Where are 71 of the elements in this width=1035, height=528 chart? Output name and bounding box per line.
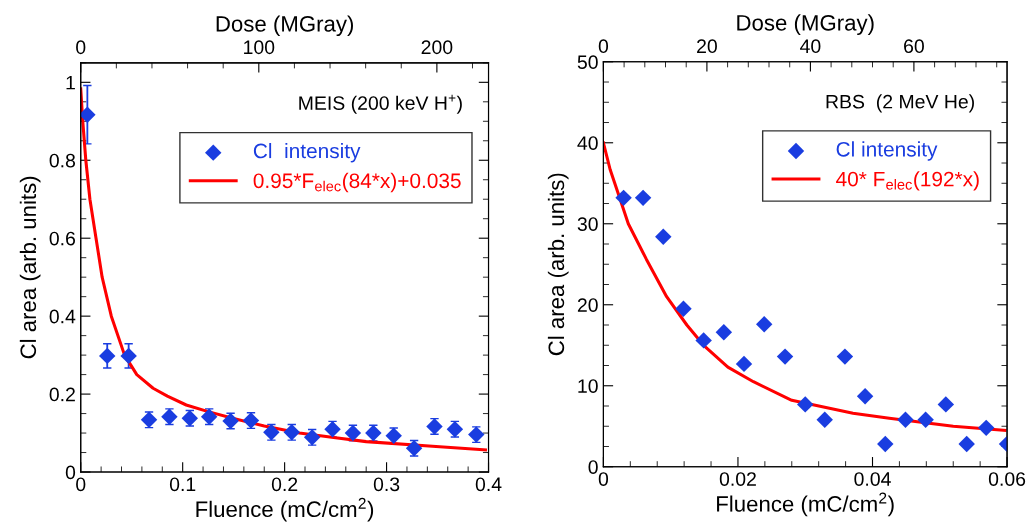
point — [140, 411, 158, 429]
point — [735, 355, 753, 373]
y-axis-title: Cl area (arb. units) — [547, 173, 569, 356]
x2-tick-label: 100 — [244, 40, 275, 55]
x-tick-label: 0.3 — [373, 477, 400, 492]
x2-tick-label: 60 — [904, 39, 924, 54]
point — [446, 420, 464, 438]
y-tick-label: 1 — [66, 75, 75, 90]
x2-tick-label: 20 — [697, 39, 717, 54]
point — [797, 396, 814, 413]
x2-axis-title: Dose (MGray) — [216, 15, 354, 37]
point — [695, 332, 712, 349]
y-tick-label: 0.8 — [49, 153, 76, 168]
x-tick-label: 0 — [598, 472, 609, 486]
x-axis-title: Fluence (mC/cm$^{2}$) — [717, 492, 894, 517]
point — [897, 411, 914, 428]
point — [615, 189, 632, 207]
y-tick-label: 20 — [577, 298, 598, 312]
y-tick-label: 0.2 — [49, 387, 75, 402]
x-tick-label: 0.2 — [271, 477, 298, 492]
y-tick-label: 0.4 — [49, 309, 76, 324]
point — [856, 388, 874, 405]
x-tick-label: 0.1 — [169, 477, 196, 492]
point — [917, 411, 934, 428]
x2-tick-label: 200 — [421, 40, 453, 55]
point — [715, 324, 733, 341]
point — [755, 315, 773, 333]
point — [80, 106, 96, 123]
x-tick-label: 0.02 — [719, 472, 756, 486]
point — [816, 411, 833, 428]
point — [877, 435, 894, 453]
legend-title: MEIS (200 keV H$^{+}$) — [299, 94, 462, 114]
point — [634, 189, 652, 207]
y-axis-title: Cl area (arb. units) — [19, 176, 41, 359]
legend-title: RBS (2 MeV He) — [826, 94, 974, 113]
point — [958, 435, 975, 453]
line-series — [80, 87, 487, 452]
point — [776, 348, 794, 365]
x2-axis-title: Dose (MGray) — [737, 14, 874, 36]
x-tick-label: 0.4 — [475, 477, 502, 492]
point — [344, 424, 362, 442]
point — [303, 429, 321, 446]
y-tick-label: 50 — [577, 55, 598, 70]
x-tick-label: 0 — [76, 477, 86, 492]
x-tick-label: 0.04 — [854, 472, 891, 486]
point — [675, 300, 692, 318]
y-tick-label: 0 — [588, 460, 598, 474]
x2-tick-label: 0 — [598, 39, 609, 54]
x-axis-title: Fluence (mC/cm$^{2}$) — [196, 497, 374, 522]
point — [405, 440, 423, 457]
x-tick-label: 0.06 — [988, 472, 1026, 486]
legend-label: 0.95*F$_{elec}$(84*x)+0.035 — [253, 172, 461, 193]
x2-tick-label: 40 — [800, 39, 821, 54]
point — [120, 347, 137, 365]
x2-tick-label: 0 — [76, 40, 86, 55]
y-tick-label: 40 — [577, 136, 598, 151]
point — [99, 347, 116, 365]
point — [977, 419, 995, 437]
point — [836, 348, 854, 365]
point — [181, 410, 199, 427]
y-tick-label: 30 — [577, 217, 598, 231]
y-tick-label: 0.6 — [49, 231, 76, 246]
point — [242, 412, 260, 429]
y-tick-label: 10 — [578, 379, 598, 393]
legend-label: 40* F$_{elec}$(192*x) — [836, 171, 979, 191]
legend-label: Cl intensity — [253, 143, 361, 163]
legend-label: Cl intensity — [836, 141, 938, 161]
point — [200, 408, 218, 425]
line-series — [603, 141, 1007, 432]
point — [655, 228, 672, 245]
point — [937, 396, 955, 413]
